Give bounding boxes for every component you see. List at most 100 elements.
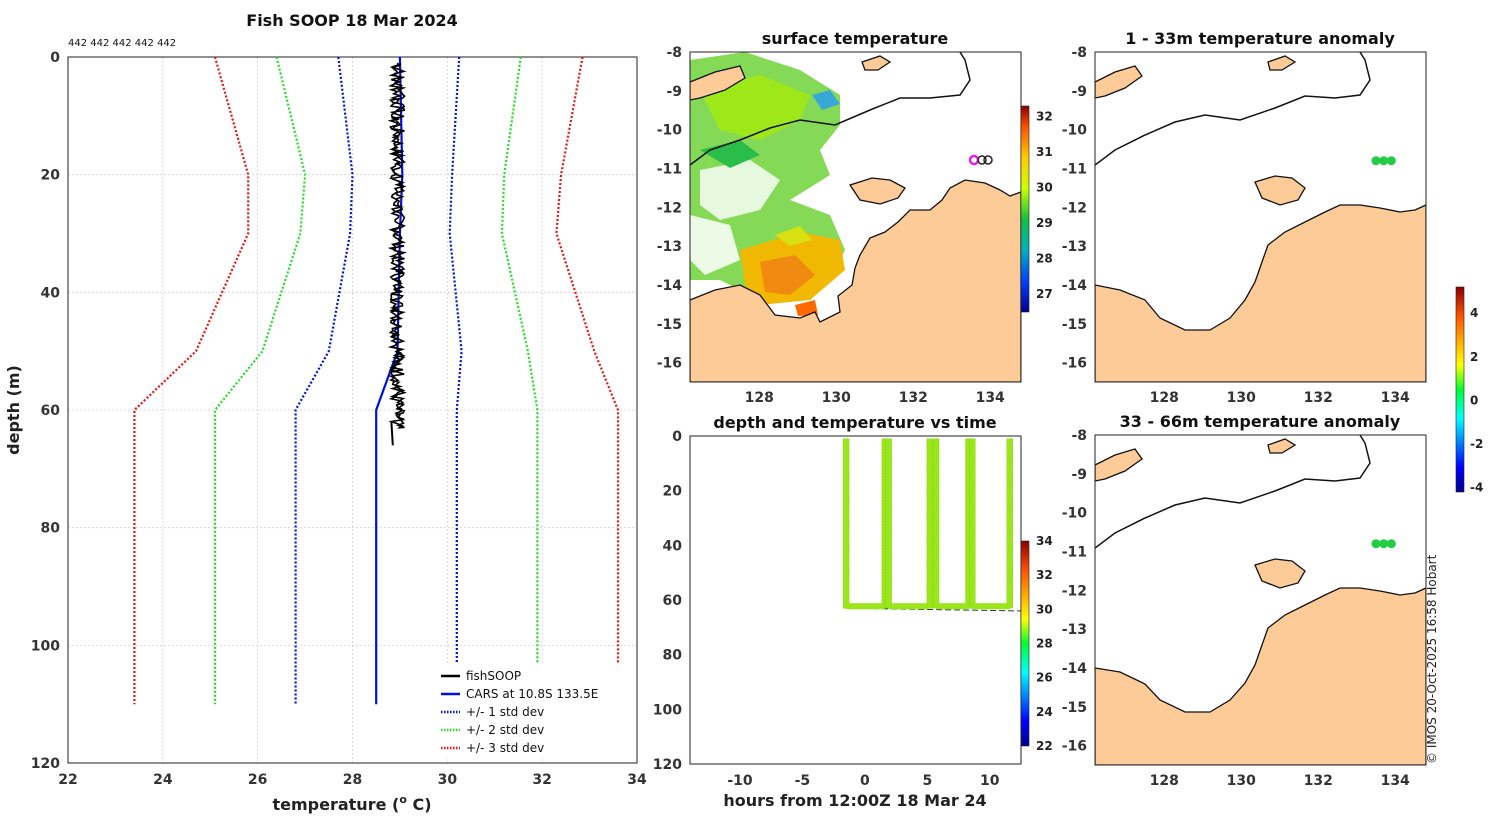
sst-colorbar-ticks: 27 28 29 30 31 32 (1036, 110, 1053, 302)
anomaly2-y-tick: -15 (1062, 700, 1087, 716)
sst-land-island (848, 177, 906, 205)
time-x-tick: 10 (980, 773, 1000, 789)
profile-title: Fish SOOP 18 Mar 2024 (246, 11, 457, 30)
profile-y-tick: 80 (41, 521, 61, 537)
profile-x-ticks: 22 24 26 28 30 32 34 (58, 772, 647, 788)
time-dive-1-down (885, 438, 892, 609)
time-y-tick: 80 (663, 648, 683, 664)
time-y-tick: 100 (653, 702, 682, 718)
time-x-label: hours from 12:00Z 18 Mar 24 (723, 791, 986, 810)
profile-y-tick: 40 (41, 285, 61, 301)
sst-colorbar-tick: 27 (1036, 287, 1053, 301)
anomaly-map-1-panel: 128 130 132 134 -8 -9 -10 -11 -12 -13 -14 -15 -16 1… (1062, 29, 1427, 406)
anomaly1-y-tick: -14 (1062, 278, 1088, 294)
anomaly1-x-tick: 130 (1227, 390, 1256, 406)
anomaly1-y-tick: -13 (1062, 239, 1087, 255)
legend-box (436, 664, 632, 758)
anomaly2-shelf-line (1095, 435, 1371, 549)
anomaly1-y-tick: -8 (1071, 45, 1087, 61)
sst-track-point (977, 155, 987, 165)
anomaly2-island (1254, 558, 1306, 589)
anomaly1-point (1386, 156, 1396, 166)
anomaly1-x-tick: 132 (1304, 390, 1333, 406)
sst-map-panel: 128 130 132 134 -8 -9 -10 -11 -12 -13 -14 -15 -16 s… (657, 29, 1053, 406)
profile-y-tick: 0 (50, 50, 60, 66)
time-y-tick: 120 (653, 757, 682, 773)
legend-std1: +/- 1 std dev (466, 705, 544, 719)
time-y-tick: 0 (672, 429, 682, 445)
sst-y-tick: -11 (657, 161, 682, 177)
profile-series-3-upper (555, 56, 620, 705)
profile-series-1 (294, 56, 354, 705)
anomaly1-x-ticks: 128 130 132 134 (1150, 390, 1410, 406)
anomaly1-x-tick: 128 (1150, 390, 1179, 406)
profile-frame (67, 56, 638, 764)
sst-x-tick: 128 (745, 390, 774, 406)
sst-y-tick: -10 (657, 123, 683, 139)
anomaly2-x-tick: 130 (1227, 773, 1256, 789)
profile-gridlines (68, 57, 637, 763)
time-colorbar-tick: 24 (1036, 705, 1053, 719)
profile-x-tick: 34 (627, 772, 647, 788)
profile-series-2 (213, 56, 307, 705)
anomaly1-y-tick: -10 (1062, 123, 1088, 139)
profile-x-tick: 28 (343, 772, 362, 788)
anomaly-colorbar-tick: 0 (1470, 393, 1478, 407)
anomaly2-point (1386, 539, 1396, 549)
profile-x-tick: 24 (153, 772, 173, 788)
anomaly2-x-tick: 134 (1381, 773, 1410, 789)
sst-title: surface temperature (762, 29, 949, 48)
profile-counts: 442 442 442 442 442 (68, 38, 176, 49)
time-series (842, 438, 1022, 612)
anomaly2-land (1095, 587, 1426, 765)
profile-y-label: depth (m) (4, 365, 23, 455)
profile-series (133, 56, 620, 705)
anomaly1-title: 1 - 33m temperature anomaly (1125, 29, 1395, 48)
anomaly-colorbar-tick: -2 (1470, 437, 1483, 451)
profile-series-1-upper (448, 56, 463, 705)
profile-y-tick: 100 (31, 638, 60, 654)
time-y-tick: 40 (663, 538, 683, 554)
anomaly-colorbar-tick: -4 (1470, 481, 1483, 495)
anomaly2-x-tick: 132 (1304, 773, 1333, 789)
profile-y-tick: 20 (41, 168, 61, 184)
time-dive-0-down (842, 438, 850, 609)
profile-panel: 22 24 26 28 30 32 34 0 20 40 60 80 100 120 Fish SOOP… (4, 11, 647, 814)
time-dive-3-bottom (972, 603, 1010, 610)
time-colorbar-tick: 26 (1036, 671, 1053, 685)
time-colorbar-tick: 32 (1036, 568, 1053, 582)
sst-x-ticks: 128 130 132 134 (745, 390, 1005, 406)
sst-colorbar-tick: 30 (1036, 181, 1053, 195)
anomaly1-y-tick: -9 (1071, 84, 1087, 100)
sst-colorbar (1020, 105, 1030, 313)
legend-std3: +/- 3 std dev (466, 741, 544, 755)
anomaly2-point (1371, 539, 1381, 549)
profile-y-tick: 60 (41, 403, 61, 419)
anomaly2-points (1371, 539, 1396, 549)
sst-colorbar-tick: 32 (1036, 110, 1053, 124)
sst-y-tick: -9 (666, 84, 682, 100)
anomaly2-frame (1094, 434, 1427, 766)
anomaly1-point (1371, 156, 1381, 166)
anomaly2-x-ticks: 128 130 132 134 (1150, 773, 1410, 789)
time-dive-2-bottom (936, 603, 969, 610)
profile-x-tick: 30 (438, 772, 458, 788)
anomaly2-y-tick: -12 (1062, 583, 1087, 599)
time-x-tick: -10 (727, 773, 753, 789)
anomaly2-y-tick: -14 (1062, 661, 1088, 677)
legend-std2: +/- 2 std dev (466, 723, 544, 737)
anomaly1-point (1379, 156, 1389, 166)
time-dive-1-bottom (888, 603, 930, 610)
sst-y-tick: -12 (657, 200, 682, 216)
anomaly-colorbar (1455, 286, 1465, 493)
anomaly1-y-tick: -12 (1062, 200, 1087, 216)
time-y-tick: 60 (663, 593, 683, 609)
anomaly2-point (1379, 539, 1389, 549)
time-x-tick: 0 (860, 773, 870, 789)
anomaly2-y-tick: -16 (1062, 739, 1087, 755)
anomaly2-x-tick: 128 (1150, 773, 1179, 789)
profile-x-tick: 26 (248, 772, 267, 788)
sst-track-point (983, 155, 993, 165)
anomaly2-y-ticks: -8 -9 -10 -11 -12 -13 -14 -15 -16 (1062, 428, 1088, 755)
